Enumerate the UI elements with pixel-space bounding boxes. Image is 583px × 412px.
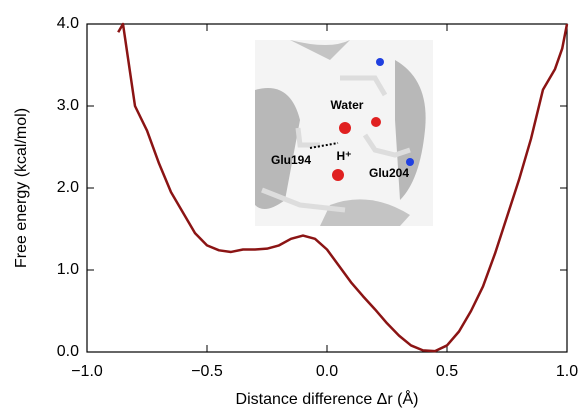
annotation: Glu194 [271, 153, 311, 167]
hbond [309, 142, 339, 149]
helix [290, 40, 350, 60]
y-axis-label: Free energy (kcal/mol) [13, 108, 30, 268]
nitrogen [406, 158, 414, 166]
line [117, 22, 569, 353]
annotation: Glu204 [369, 166, 409, 180]
y-tick-label: 2.0 [57, 179, 79, 196]
annotation: H⁺ [337, 149, 352, 163]
y-tick-label: 4.0 [57, 15, 79, 32]
x-tick-label: 1.0 [556, 363, 578, 380]
x-axis-label: Distance difference Δr (Å) [236, 389, 419, 408]
helix [320, 199, 410, 226]
oxygen [371, 117, 381, 127]
y-tick-label: 3.0 [57, 97, 79, 114]
x-tick-label: −0.5 [191, 363, 223, 380]
x-tick-label: 0.0 [316, 363, 338, 380]
annotation: Water [331, 98, 364, 112]
helix [255, 88, 300, 209]
x-tick-label: 0.5 [436, 363, 458, 380]
x-tick-label: −1.0 [71, 363, 103, 380]
oxygen [332, 169, 344, 181]
oxygen [339, 122, 351, 134]
nitrogen [376, 58, 384, 66]
y-tick-label: 1.0 [57, 261, 79, 278]
y-tick-label: 0.0 [57, 343, 79, 360]
inset-image: Water Glu194 H⁺ Glu204 [255, 40, 433, 226]
residue [261, 75, 411, 213]
helix [395, 60, 426, 200]
